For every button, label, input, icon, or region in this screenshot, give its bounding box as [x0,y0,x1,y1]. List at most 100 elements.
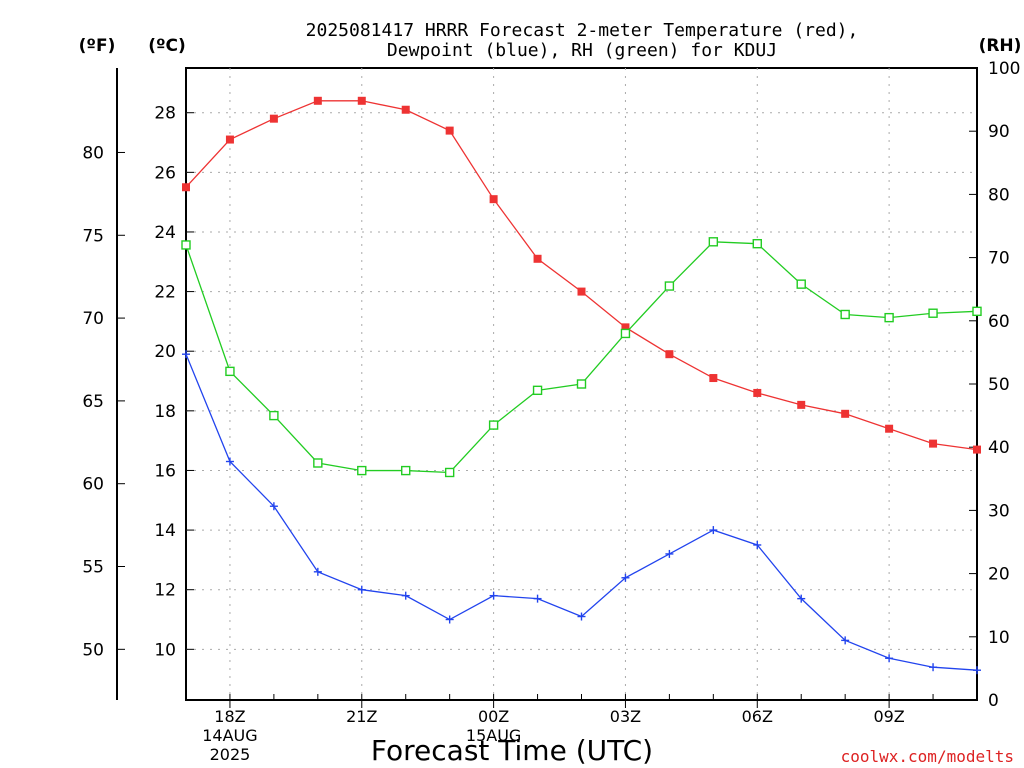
series-layer [181,96,982,675]
data-point [313,567,322,576]
fahrenheit-tick-label: 55 [82,558,104,578]
series-line-temperature [185,100,978,451]
data-point [620,328,631,339]
data-point [797,594,806,603]
rh-axis: 0 10 20 30 40 50 60 70 80 90 100 [969,59,1020,711]
data-point [489,195,498,204]
celsius-axis: 10 12 14 16 18 20 22 24 26 28 [154,104,194,660]
x-tick-label: 2025 [210,745,251,764]
data-point [972,306,982,317]
data-point [973,666,981,675]
data-point [445,126,454,135]
data-point [884,312,894,323]
celsius-unit-label: (ºC) [148,36,186,56]
celsius-tick-label: 20 [154,342,176,362]
data-point [401,591,410,600]
data-point [929,439,938,448]
rh-tick-label: 100 [988,59,1020,79]
rh-tick-label: 40 [988,438,1010,458]
rh-tick-label: 80 [988,185,1010,205]
data-point [533,594,542,603]
fahrenheit-axis: 50 55 60 65 70 75 80 [82,143,125,660]
celsius-tick-label: 22 [154,283,176,303]
data-point [533,254,542,263]
data-point [928,308,938,318]
series-line-dewpoint [185,353,978,671]
chart-title-line1: 2025081417 HRRR Forecast 2-meter Tempera… [306,20,859,41]
data-point [840,309,850,320]
data-point [444,467,455,478]
x-tick-label: 18Z [214,707,245,726]
data-point [225,135,234,144]
data-point [929,663,938,672]
data-point [269,502,278,511]
rh-tick-label: 70 [988,249,1010,269]
data-point [709,374,718,383]
data-point [577,612,586,621]
celsius-tick-label: 14 [154,521,176,541]
series-temperature [182,96,981,454]
celsius-tick-label: 24 [154,223,176,243]
data-point [841,636,850,645]
data-point [796,279,806,289]
rh-tick-label: 10 [988,628,1010,648]
data-point [973,445,981,454]
celsius-tick-label: 28 [154,104,176,124]
rh-tick-label: 60 [988,312,1010,332]
data-point [797,400,806,409]
x-tick-label: 14AUG [202,726,257,745]
data-point [269,410,279,421]
fahrenheit-tick-label: 70 [82,309,104,329]
data-point [401,465,411,476]
celsius-tick-label: 16 [154,461,176,481]
data-point [225,457,234,466]
data-point [708,237,719,247]
series-dewpoint [182,350,981,675]
data-point [401,105,410,114]
data-point [488,420,499,430]
data-point [885,424,894,433]
rh-tick-label: 30 [988,501,1010,521]
data-point [885,654,894,663]
data-point [182,183,190,192]
celsius-tick-label: 12 [154,581,176,601]
x-axis-label: Forecast Time (UTC) [371,734,653,767]
celsius-tick-label: 10 [154,640,176,660]
data-point [445,615,454,624]
data-point [576,379,587,389]
rh-tick-label: 50 [988,375,1010,395]
data-point [841,409,850,418]
x-tick-label: 09Z [873,707,904,726]
data-point [313,96,322,105]
rh-unit-label: (RH) [979,36,1022,56]
data-point [489,591,498,600]
data-point [665,350,674,359]
data-point [269,114,278,123]
data-point [357,96,366,105]
x-tick-label: 21Z [346,707,377,726]
fahrenheit-tick-label: 50 [82,640,104,660]
data-point [664,281,675,291]
data-point [357,585,366,594]
celsius-tick-label: 26 [154,163,176,183]
series-line-rh [185,241,978,474]
rh-tick-label: 0 [988,691,999,711]
data-point [181,240,191,250]
x-tick-label: 15AUG [466,726,521,745]
fahrenheit-tick-label: 60 [82,475,104,495]
fahrenheit-tick-label: 65 [82,392,104,412]
rh-tick-label: 20 [988,565,1010,585]
celsius-tick-label: 18 [154,402,176,422]
data-point [577,287,586,296]
fahrenheit-unit-label: (ºF) [79,36,116,56]
data-point [752,238,762,249]
series-rh [181,237,982,478]
data-point [709,526,718,535]
fahrenheit-tick-label: 80 [82,143,104,163]
data-point [621,573,630,582]
data-point [313,458,323,468]
data-point [753,388,762,397]
rh-tick-label: 90 [988,122,1010,142]
